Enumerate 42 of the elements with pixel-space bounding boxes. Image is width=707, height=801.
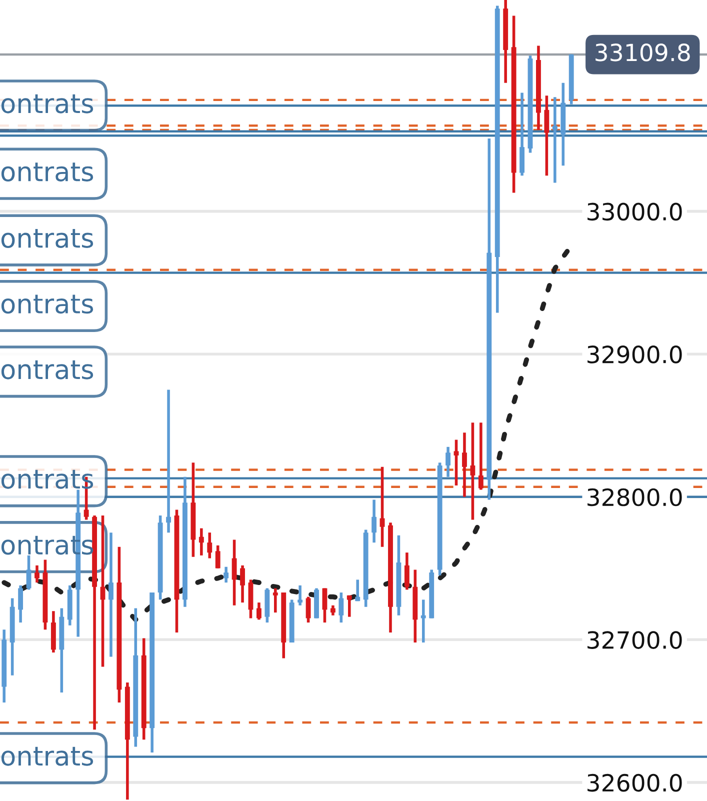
candlestick: [330, 604, 336, 617]
candlestick: [462, 431, 467, 498]
candlestick: [454, 438, 459, 487]
candlestick: [380, 466, 385, 548]
candlestick: [446, 446, 451, 478]
candlestick: [207, 531, 212, 560]
annotation: ontrats: [1, 294, 94, 314]
y-tick-label: 32900.0: [588, 346, 682, 364]
candlestick: [346, 594, 352, 618]
candlestick: [298, 584, 303, 607]
annotation: ontrats: [1, 360, 94, 380]
candlestick: [18, 584, 24, 624]
annotation: ontrats: [1, 94, 94, 114]
candlestick: [256, 601, 262, 622]
candlestick: [470, 421, 476, 522]
y-tick-label: 33000.0: [588, 202, 682, 221]
candlestick: [240, 564, 245, 604]
annotation: ontrats: [1, 746, 94, 766]
candlestick: [198, 526, 204, 557]
candlestick: [478, 421, 484, 492]
annotation: ontrats: [1, 470, 94, 489]
candlestick: [34, 564, 40, 584]
candlestick: [355, 578, 360, 602]
candlestick: [404, 551, 410, 592]
candlestick: [166, 388, 171, 534]
candlestick: [306, 595, 311, 624]
y-tick-label: 32800.0: [588, 488, 682, 506]
candlestick: [108, 531, 114, 658]
candlestick: [338, 591, 344, 624]
annotation: ontrats: [1, 229, 94, 248]
candlestick: [232, 538, 237, 607]
candlestick: [26, 554, 32, 592]
y-tick-label: 32600.0: [588, 774, 682, 792]
candlestick: [224, 565, 229, 584]
candlestick: [372, 498, 377, 544]
candlestick: [544, 94, 550, 178]
candlestick: [552, 96, 558, 184]
annotation: ontrats: [1, 162, 94, 182]
y-tick-label: 32700.0: [588, 631, 682, 649]
candlestick: [215, 544, 220, 570]
candlestick: [272, 586, 278, 614]
ref-line-label: 33109.8: [596, 44, 690, 62]
